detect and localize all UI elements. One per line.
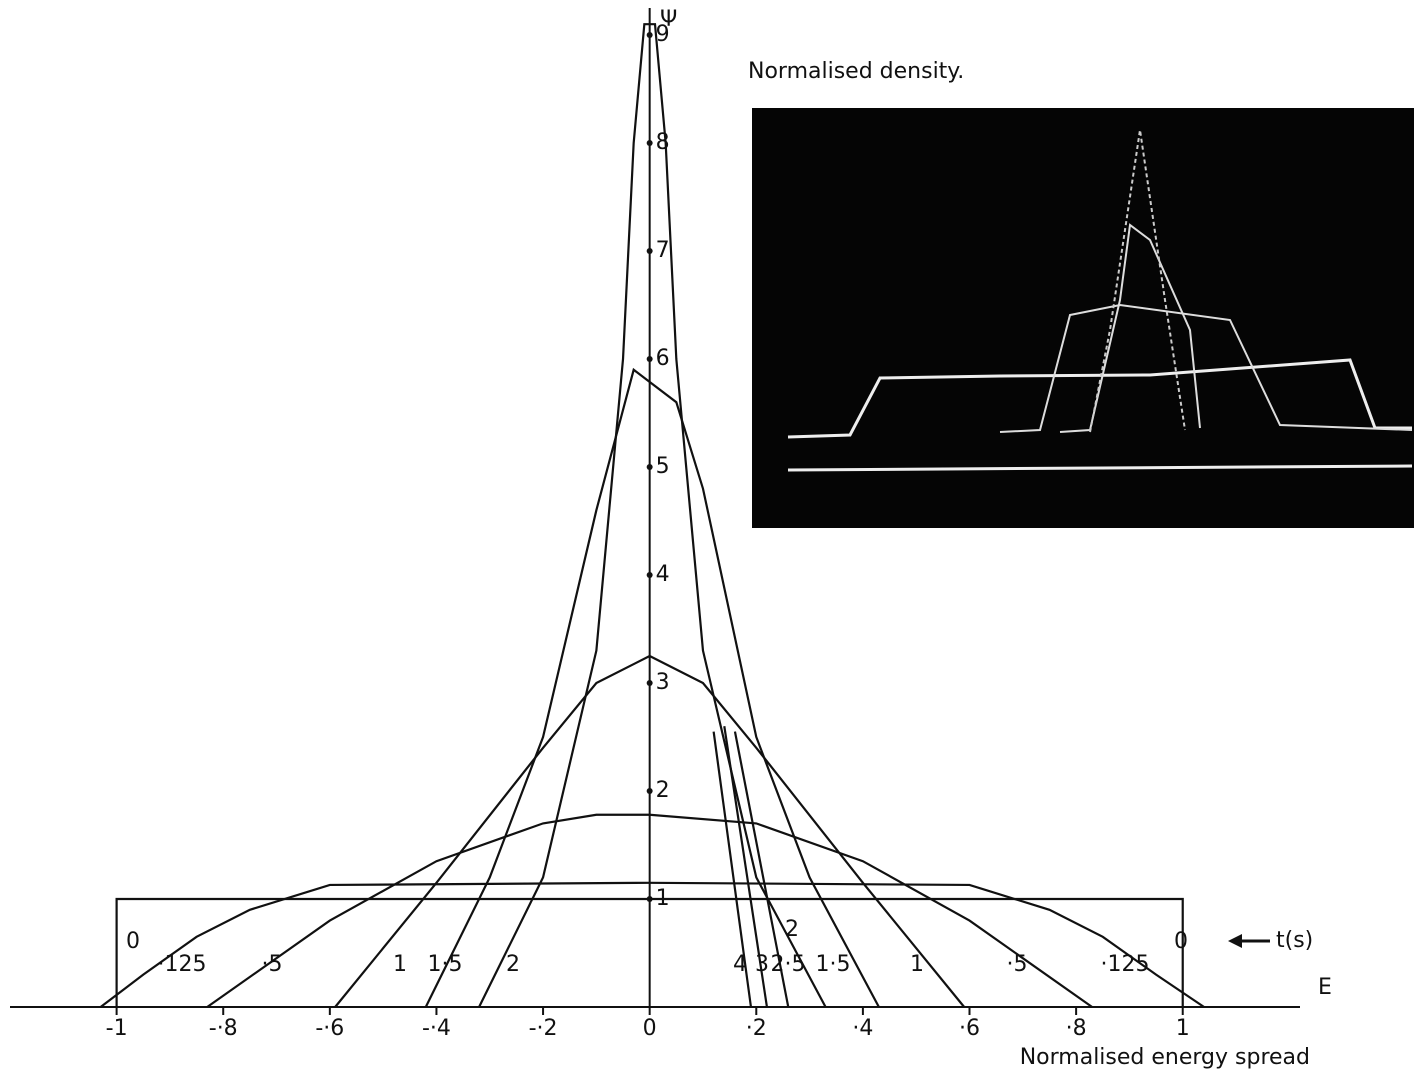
chart-title: Normalised density. xyxy=(748,59,964,84)
x-tick-label: ·4 xyxy=(852,1016,873,1041)
x-tick-label: ·6 xyxy=(959,1016,980,1041)
y-tick xyxy=(646,356,653,362)
x-tick-label: 0 xyxy=(643,1016,657,1041)
y-tick-label: 7 xyxy=(656,238,670,263)
curve-label: 1·5 xyxy=(816,952,851,977)
curve xyxy=(206,813,1093,1008)
inset-photo xyxy=(752,108,1414,528)
curve xyxy=(424,367,880,1008)
curve xyxy=(723,726,769,1008)
y-tick-label: 6 xyxy=(656,346,670,371)
oscilloscope-inset xyxy=(752,108,1414,528)
x-tick-label: 1 xyxy=(1176,1016,1190,1041)
trace xyxy=(787,358,1412,439)
y-tick-label: 2 xyxy=(656,778,670,803)
y-tick-label: 9 xyxy=(656,22,670,47)
y-tick xyxy=(646,572,653,578)
x-tick-label: ·8 xyxy=(1066,1016,1087,1041)
x-tick-label: ·2 xyxy=(746,1016,767,1041)
x-tick-label: -1 xyxy=(106,1016,128,1041)
curve-label: 1 xyxy=(910,952,924,977)
curve-label: ·5 xyxy=(1007,952,1028,977)
x-tick-label: -·6 xyxy=(315,1016,344,1041)
curve xyxy=(712,731,753,1008)
baseline-trace xyxy=(787,464,1413,472)
curve-label: 1·5 xyxy=(428,952,463,977)
y-tick-label: 8 xyxy=(656,130,670,155)
trace xyxy=(999,303,1413,433)
curve xyxy=(478,23,827,1008)
curve-label: 3 xyxy=(755,952,769,977)
x-tick-label: -·8 xyxy=(209,1016,238,1041)
y-tick xyxy=(646,788,653,794)
curve-label: 2·5 xyxy=(771,952,806,977)
curve-label: 4 xyxy=(733,952,747,977)
curve-label: 2 xyxy=(785,917,799,942)
legend-arrowhead xyxy=(1228,934,1242,948)
curve-label: 0 xyxy=(1174,929,1188,954)
curve-label: 0 xyxy=(126,929,140,954)
y-tick-label: 5 xyxy=(656,454,670,479)
x-tick-label: -·4 xyxy=(422,1016,451,1041)
x-axis-label: Normalised energy spread xyxy=(1020,1045,1310,1070)
y-tick-label: 4 xyxy=(656,562,670,587)
y-tick xyxy=(646,32,653,38)
legend-title: t(s) xyxy=(1276,928,1313,953)
y-tick xyxy=(646,248,653,254)
y-tick-label: 3 xyxy=(656,670,670,695)
curve xyxy=(115,897,1184,1007)
curve-label: 2 xyxy=(506,952,520,977)
curve xyxy=(733,731,790,1008)
y-tick xyxy=(646,680,653,686)
y-axis-label: Ψ xyxy=(660,7,677,32)
x-axis-symbol: E xyxy=(1318,975,1332,1000)
curve-label: 1 xyxy=(393,952,407,977)
y-tick xyxy=(646,140,653,146)
curve-label: ·125 xyxy=(158,952,207,977)
y-tick xyxy=(646,464,653,470)
curve-label: ·125 xyxy=(1101,952,1150,977)
trace xyxy=(1089,129,1186,433)
curve-label: ·5 xyxy=(262,952,283,977)
curve xyxy=(334,654,966,1008)
x-tick-label: -·2 xyxy=(529,1016,558,1041)
curve xyxy=(99,881,1205,1008)
